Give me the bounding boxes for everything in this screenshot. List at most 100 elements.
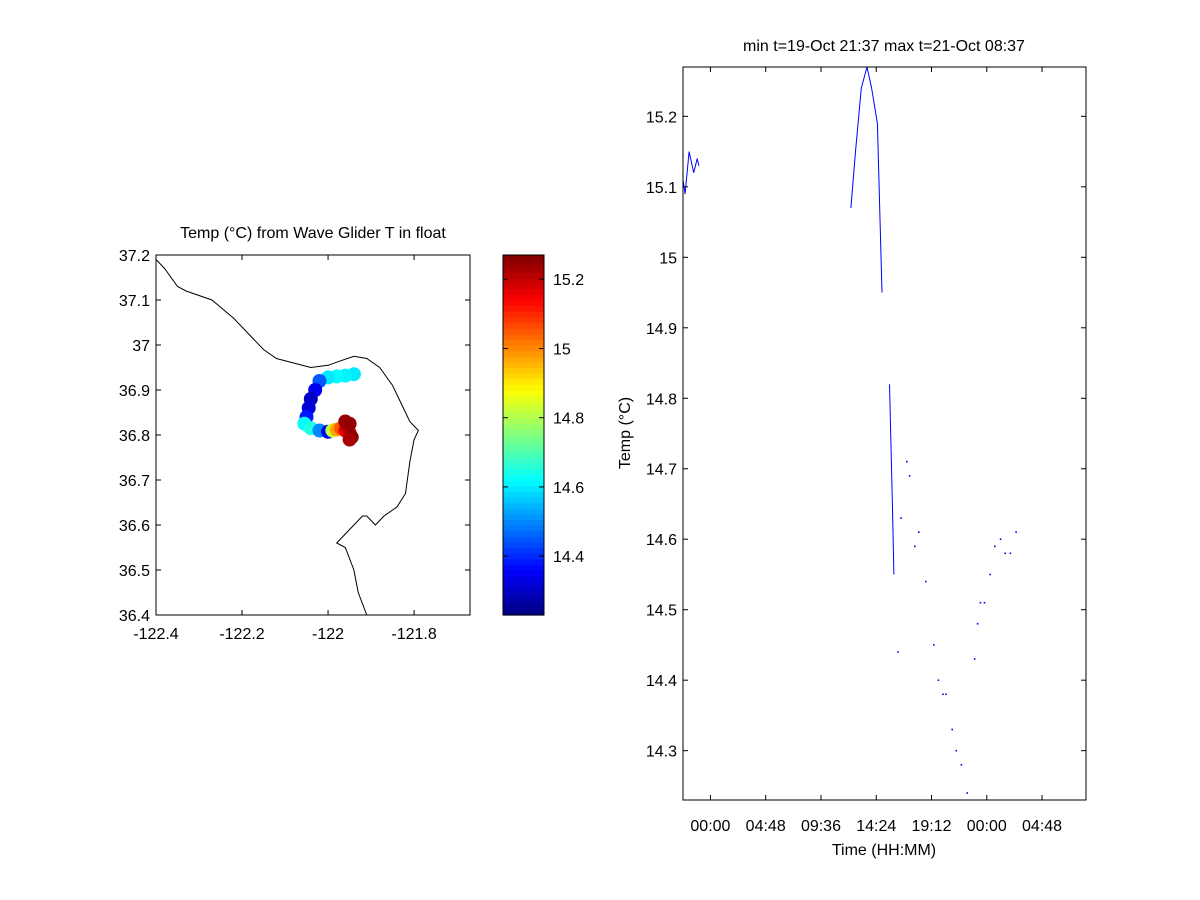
ts-x-tick-label: 14:24 [856,818,896,835]
colorbar-tick-label: 15.2 [553,272,584,289]
colorbar-band [503,575,544,582]
ts-x-tick-label: 00:00 [690,818,730,835]
temp-series-point [960,764,963,766]
colorbar-band [503,311,544,318]
temp-series-line [889,384,895,575]
coastline [155,259,419,616]
map-title: Temp (°C) from Wave Glider T in float [180,225,446,242]
colorbar-band [503,333,544,340]
ts-y-tick-label: 15 [659,250,677,267]
colorbar-band [503,558,544,565]
colorbar-band [503,496,544,504]
map-x-tick-label: -122.4 [133,626,178,643]
colorbar-band [503,603,544,610]
colorbar-band [503,412,544,419]
colorbar-band [503,474,544,481]
colorbar-band [503,255,544,262]
colorbar-tick-label: 14.4 [553,549,584,566]
map-panel: Temp (°C) from Wave Glider T in float -1… [119,225,471,643]
colorbar-band [503,283,544,290]
colorbar-band [503,457,544,464]
colorbar-band [503,502,544,509]
colorbar-band [503,288,544,295]
map-y-tick-label: 36.9 [119,383,150,400]
temp-series-point [976,623,979,625]
colorbar-band [503,406,544,414]
timeseries-axes-frame [682,66,1087,801]
temp-series-point [933,644,935,646]
ts-y-tick-label: 14.9 [646,321,677,338]
colorbar-band [503,401,544,408]
colorbar-band [503,586,544,594]
colorbar-band [503,451,544,459]
colorbar-band [503,367,544,374]
colorbar-band [503,609,544,616]
temp-series-point [937,679,940,681]
temp-series-point [966,792,968,794]
temp-series-point [983,601,986,604]
colorbar-band [503,361,544,369]
temp-series-line [682,151,700,194]
map-x-tick-label: -122 [312,626,344,643]
colorbar-band [503,345,544,352]
map-plot-layer [155,259,419,616]
ts-x-tick-label: 09:36 [801,818,841,835]
temp-series-point [955,749,958,752]
map-y-tick-label: 36.6 [119,518,150,535]
timeseries-xlabel: Time (HH:MM) [832,842,936,859]
timeseries-plot-layer [682,66,1017,794]
map-y-tick-label: 36.5 [119,563,150,580]
timeseries-panel: min t=19-Oct 21:37 max t=21-Oct 08:37 00… [617,38,1087,859]
colorbar-band [503,519,544,526]
map-tick-layer: -122.4 -122.2 -122 -121.8 36.4 36.5 36.6 36.7 36… [119,248,470,643]
ts-y-tick-label: 15.1 [646,180,677,197]
ts-y-tick-label: 14.4 [646,673,677,690]
temp-series-point [908,475,911,477]
colorbar-tick-label: 15 [553,341,571,358]
colorbar-band [503,564,544,571]
colorbar-band [503,384,544,391]
ts-y-tick-label: 14.7 [646,462,677,479]
ts-x-tick-label: 04:48 [746,818,786,835]
colorbar-band [503,339,544,346]
colorbar-band [503,468,544,475]
ts-x-tick-label: 00:00 [967,818,1007,835]
colorbar-band [503,553,544,560]
temp-series-point [994,545,996,548]
colorbar-band [503,463,544,470]
ts-y-tick-label: 15.2 [646,109,677,126]
temp-series-point [979,601,982,604]
colorbar-band [503,435,544,442]
temp-series-point [999,538,1002,540]
ts-y-tick-label: 14.3 [646,744,677,761]
temp-series-point [925,580,927,583]
colorbar-band [503,356,544,363]
colorbar-band [503,395,544,402]
colorbar-band [503,536,544,543]
temp-series-point [906,460,908,463]
colorbar-band [503,294,544,301]
timeseries-ylabel: Temp (°C) [617,397,634,469]
colorbar-band [503,322,544,329]
ts-y-tick-label: 14.6 [646,532,677,549]
colorbar-frame [502,254,545,616]
colorbar-band [503,373,544,380]
colorbar-band [503,480,544,487]
temp-series-point [951,728,953,731]
map-y-tick-label: 36.4 [119,608,150,625]
temp-series-point [1015,531,1017,533]
temp-series-point [918,531,920,533]
colorbar-band [503,300,544,307]
ts-y-tick-label: 14.8 [646,391,677,408]
temp-series-point [900,517,902,519]
timeseries-title: min t=19-Oct 21:37 max t=21-Oct 08:37 [743,38,1025,55]
track-point [342,416,357,431]
temp-series-point [973,658,976,660]
colorbar-band [503,513,544,520]
colorbar-band [503,485,544,492]
colorbar-band [503,547,544,554]
colorbar-band [503,423,544,430]
colorbar-band [503,570,544,577]
colorbar-band [503,446,544,453]
